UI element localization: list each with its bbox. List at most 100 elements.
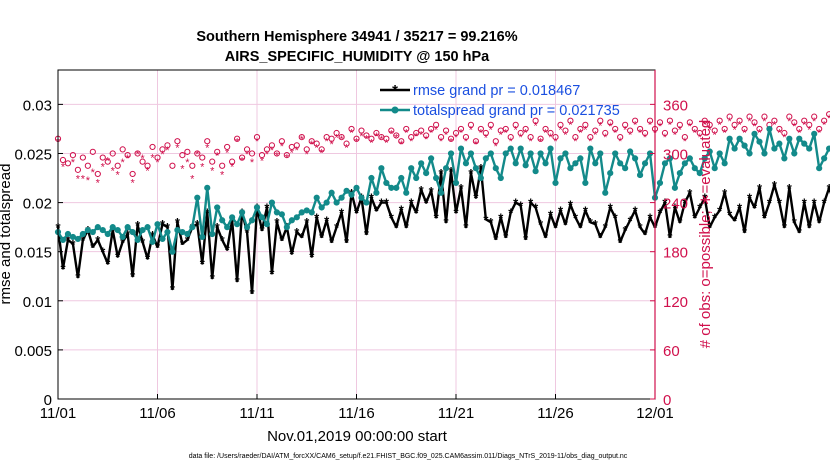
totalspread-point xyxy=(348,191,355,198)
rmse-point: * xyxy=(548,207,554,222)
obs-possible-marker xyxy=(214,148,221,155)
rmse-point: * xyxy=(110,223,116,238)
obs-possible-marker xyxy=(776,125,783,133)
obs-possible-marker xyxy=(293,142,300,149)
totalspread-point xyxy=(214,204,221,211)
obs-evaluated-marker: * xyxy=(638,128,643,140)
obs-possible-marker xyxy=(796,125,803,133)
obs-possible-marker xyxy=(343,140,350,147)
totalspread-point xyxy=(472,165,479,172)
rmse-point: * xyxy=(692,210,698,225)
totalspread-point xyxy=(413,174,420,182)
obs-possible-marker xyxy=(149,143,156,151)
legend: * rmse grand pr = 0.018467 totalspread g… xyxy=(380,82,620,119)
right-y-tick-label: 240 xyxy=(663,196,688,213)
rmse-point: * xyxy=(70,237,76,252)
obs-evaluated-marker: * xyxy=(180,164,185,176)
rmse-point: * xyxy=(488,215,494,230)
obs-possible-marker xyxy=(358,127,365,134)
obs-possible-marker xyxy=(706,121,713,128)
obs-possible-marker xyxy=(398,138,405,145)
rmse-point: * xyxy=(339,205,345,220)
rmse-point: * xyxy=(185,233,191,248)
obs-evaluated-marker: * xyxy=(300,134,305,146)
rmse-point: * xyxy=(130,269,136,284)
rmse-point: * xyxy=(414,205,420,220)
obs-evaluated-marker: * xyxy=(643,132,648,144)
obs-possible-marker xyxy=(821,117,828,124)
totalspread-point xyxy=(99,226,106,234)
obs-evaluated-marker: * xyxy=(205,142,210,154)
obs-evaluated-marker: * xyxy=(454,132,459,144)
totalspread-point xyxy=(189,224,196,231)
totalspread-point xyxy=(671,184,679,191)
totalspread-point xyxy=(104,230,111,238)
x-tick-label: 11/01 xyxy=(40,405,76,422)
obs-evaluated-marker: * xyxy=(737,120,742,132)
obs-evaluated-marker: * xyxy=(374,131,379,143)
obs-possible-marker xyxy=(348,125,355,133)
obs-evaluated-marker: * xyxy=(538,137,543,149)
totalspread-point xyxy=(423,170,430,177)
obs-possible-marker xyxy=(437,134,445,141)
obs-evaluated-marker: * xyxy=(419,129,424,141)
obs-evaluated-marker: * xyxy=(61,161,66,173)
totalspread-point xyxy=(353,184,360,191)
rmse-point: * xyxy=(434,210,440,225)
obs-evaluated-marker: * xyxy=(762,116,767,128)
obs-possible-marker xyxy=(522,125,529,133)
y-tick-label: 0.03 xyxy=(23,97,52,114)
totalspread-point xyxy=(109,224,116,231)
obs-possible-marker xyxy=(258,152,266,159)
rmse-point: * xyxy=(444,215,450,230)
totalspread-point xyxy=(612,150,619,157)
obs-evaluated-marker: * xyxy=(782,132,787,144)
obs-evaluated-marker: * xyxy=(329,139,334,151)
obs-possible-marker xyxy=(472,138,479,145)
obs-possible-marker xyxy=(129,170,136,178)
rmse-point: * xyxy=(269,266,275,281)
obs-possible-marker xyxy=(761,113,768,120)
rmse-point: * xyxy=(697,200,703,215)
obs-evaluated-marker: * xyxy=(354,137,359,149)
totalspread-point xyxy=(248,217,256,224)
totalspread-point xyxy=(94,224,101,231)
totalspread-point xyxy=(577,155,584,162)
obs-possible-marker xyxy=(94,170,101,178)
obs-evaluated-marker: * xyxy=(772,120,777,132)
totalspread-point xyxy=(467,150,475,157)
obs-possible-marker xyxy=(741,125,748,133)
rmse-point: * xyxy=(662,196,668,211)
totalspread-point xyxy=(821,155,828,162)
obs-possible-marker xyxy=(641,129,649,137)
rmse-point: * xyxy=(687,186,693,201)
totalspread-point xyxy=(343,187,350,194)
obs-possible-marker xyxy=(562,127,569,134)
obs-evaluated-marker: * xyxy=(190,174,195,186)
obs-evaluated-marker: * xyxy=(91,167,96,179)
obs-possible-marker xyxy=(681,134,688,141)
obs-evaluated-marker: * xyxy=(399,139,404,151)
rmse-point: * xyxy=(279,233,285,248)
totalspread-point xyxy=(806,145,813,152)
obs-possible-marker xyxy=(338,134,345,141)
obs-possible-marker xyxy=(502,125,509,133)
obs-possible-marker xyxy=(428,125,435,133)
rmse-point: * xyxy=(394,220,400,235)
totalspread-point xyxy=(229,214,236,221)
obs-possible-marker xyxy=(224,143,231,151)
rmse-point: * xyxy=(563,217,569,232)
obs-possible-marker xyxy=(273,150,280,157)
rmse-point: * xyxy=(235,274,241,289)
totalspread-point xyxy=(681,160,688,167)
rmse-point: * xyxy=(583,203,589,218)
rmse-point: * xyxy=(135,218,141,233)
obs-evaluated-marker: * xyxy=(752,121,757,133)
obs-evaluated-marker: * xyxy=(777,128,782,140)
obs-evaluated-marker: * xyxy=(111,165,116,177)
totalspread-point xyxy=(592,160,599,167)
obs-evaluated-marker: * xyxy=(86,175,91,187)
totalspread-point xyxy=(691,165,698,172)
rmse-point: * xyxy=(518,199,524,214)
obs-possible-marker xyxy=(234,135,241,142)
